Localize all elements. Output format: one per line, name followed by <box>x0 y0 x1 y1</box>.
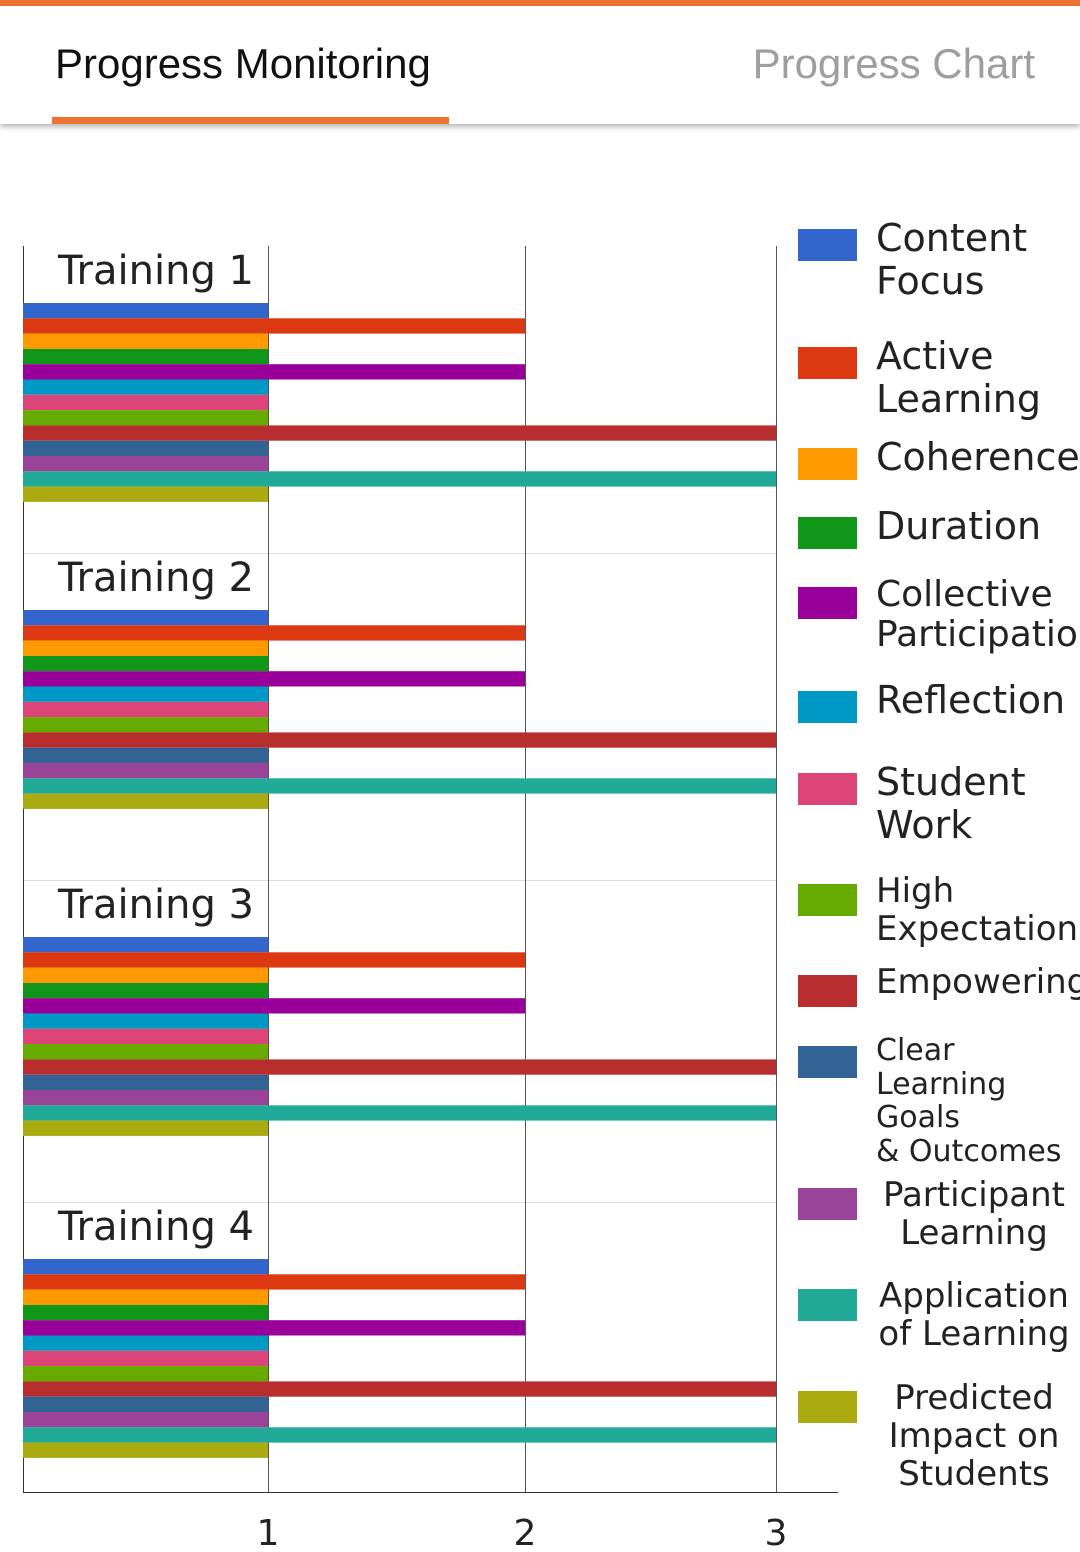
bar-training-1-predicted-impact-on-students <box>23 486 268 502</box>
tab-header: Progress Monitoring Progress Chart <box>0 6 1080 124</box>
legend-swatch-clear-learning-goals-and-outcomes <box>798 1046 857 1078</box>
legend-label-duration: Duration <box>876 504 1042 548</box>
bar-training-4-active-learning <box>23 1274 525 1290</box>
x-tick-label-1: 1 <box>257 1513 280 1552</box>
progress-bar-chart: 1 2 3 Training 1 Training 2 Training 3 Trainin… <box>23 246 838 1552</box>
bar-training-3-application-of-learning <box>23 1105 776 1121</box>
bar-training-1-high-expectations <box>23 410 268 426</box>
bar-training-1-clear-learning-goals-and-outcomes <box>23 440 268 456</box>
bar-training-3-content-focus <box>23 937 268 953</box>
x-tick-label-2: 2 <box>514 1513 537 1552</box>
legend-label-predicted-impact-on-students: Predicted Impact on Students <box>888 1378 1060 1495</box>
bar-training-1-reflection <box>23 379 268 395</box>
bar-training-3-participant-learning <box>23 1090 268 1106</box>
bar-training-3-student-work <box>23 1028 268 1045</box>
legend-label-student-work: Student Work <box>876 760 1026 847</box>
bar-training-3-predicted-impact-on-students <box>23 1120 268 1136</box>
bar-training-3-high-expectations <box>23 1044 268 1060</box>
bar-training-1-participant-learning <box>23 456 268 472</box>
legend-label-collective-participation: Collective Participation <box>876 574 1080 656</box>
bar-training-4-collective-participation <box>23 1320 525 1336</box>
bar-training-1-student-work <box>23 394 268 411</box>
bar-training-4-application-of-learning <box>23 1427 776 1443</box>
bar-training-4-student-work <box>23 1350 268 1367</box>
legend-label-participant-learning: Participant Learning <box>882 1175 1065 1254</box>
bar-training-2-collective-participation <box>23 671 525 687</box>
bar-training-1-empowering <box>23 425 776 441</box>
bar-training-1-application-of-learning <box>23 471 776 487</box>
legend-swatch-collective-participation <box>798 587 857 619</box>
legend-swatch-application-of-learning <box>798 1289 857 1321</box>
legend-label-clear-learning-goals-and-outcomes: Clear Learning Goals & Outcomes <box>876 1033 1062 1169</box>
category-label-training-2: Training 2 <box>57 555 254 601</box>
bar-training-3-reflection <box>23 1013 268 1029</box>
x-tick-label-3: 3 <box>765 1513 788 1552</box>
legend-swatch-content-focus <box>798 229 857 261</box>
legend-swatch-predicted-impact-on-students <box>798 1391 857 1423</box>
bar-training-3-empowering <box>23 1059 776 1075</box>
bar-training-4-clear-learning-goals-and-outcomes <box>23 1396 268 1412</box>
bar-training-2-student-work <box>23 701 268 718</box>
legend-swatch-high-expectations <box>798 884 857 916</box>
legend-swatch-active-learning <box>798 347 857 379</box>
bar-training-2-application-of-learning <box>23 778 776 794</box>
bar-training-1-collective-participation <box>23 364 525 380</box>
bar-training-2-coherence <box>23 640 268 656</box>
top-accent-bar <box>0 0 1080 6</box>
tab-progress-chart[interactable]: Progress Chart <box>752 40 1035 87</box>
bar-training-2-clear-learning-goals-and-outcomes <box>23 747 268 763</box>
category-label-training-3: Training 3 <box>57 882 254 928</box>
bar-training-1-duration <box>23 348 268 365</box>
legend-swatch-empowering <box>798 975 857 1007</box>
bar-training-2-active-learning <box>23 625 525 641</box>
bar-training-2-high-expectations <box>23 717 268 733</box>
legend-swatch-duration <box>798 517 857 549</box>
category-label-training-1: Training 1 <box>57 248 254 294</box>
category-label-training-4: Training 4 <box>57 1204 254 1250</box>
legend-label-active-learning: Active Learning <box>876 334 1041 421</box>
chart-labels: 1 2 3 Training 1 Training 2 Training 3 Trainin… <box>57 248 787 1552</box>
tab-progress-monitoring[interactable]: Progress Monitoring <box>55 40 431 87</box>
bar-training-4-coherence <box>23 1289 268 1305</box>
bar-training-3-active-learning <box>23 952 525 968</box>
legend-swatch-participant-learning <box>798 1188 857 1220</box>
bar-training-2-participant-learning <box>23 763 268 779</box>
active-tab-indicator <box>52 117 449 124</box>
bar-training-2-reflection <box>23 686 268 702</box>
legend-label-reflection: Reflection <box>876 678 1066 722</box>
legend-swatch-reflection <box>798 691 857 723</box>
bar-training-3-coherence <box>23 967 268 983</box>
bar-training-4-duration <box>23 1304 268 1321</box>
bar-training-4-empowering <box>23 1381 776 1397</box>
legend-swatch-coherence <box>798 448 857 480</box>
legend-label-coherence: Coherence <box>876 435 1080 479</box>
legend-label-empowering: Empowering <box>876 962 1080 1002</box>
bar-training-4-predicted-impact-on-students <box>23 1442 268 1458</box>
bar-training-2-content-focus <box>23 610 268 626</box>
bar-training-4-participant-learning <box>23 1412 268 1428</box>
bar-training-4-content-focus <box>23 1259 268 1275</box>
bar-training-4-high-expectations <box>23 1366 268 1382</box>
bar-training-3-clear-learning-goals-and-outcomes <box>23 1074 268 1090</box>
legend-label-content-focus: Content Focus <box>876 216 1028 303</box>
bar-training-1-content-focus <box>23 303 268 319</box>
legend-swatch-student-work <box>798 773 857 805</box>
bar-training-3-duration <box>23 982 268 999</box>
legend-label-high-expectations: High Expectations <box>876 871 1080 950</box>
bar-training-4-reflection <box>23 1335 268 1351</box>
bar-training-1-coherence <box>23 333 268 349</box>
bar-training-2-predicted-impact-on-students <box>23 793 268 809</box>
bar-training-2-empowering <box>23 732 776 748</box>
bar-training-2-duration <box>23 655 268 672</box>
chart-bars <box>23 303 776 1458</box>
legend-label-application-of-learning: Application of Learning <box>878 1276 1070 1355</box>
bar-training-3-collective-participation <box>23 998 525 1014</box>
bar-training-1-active-learning <box>23 318 525 334</box>
